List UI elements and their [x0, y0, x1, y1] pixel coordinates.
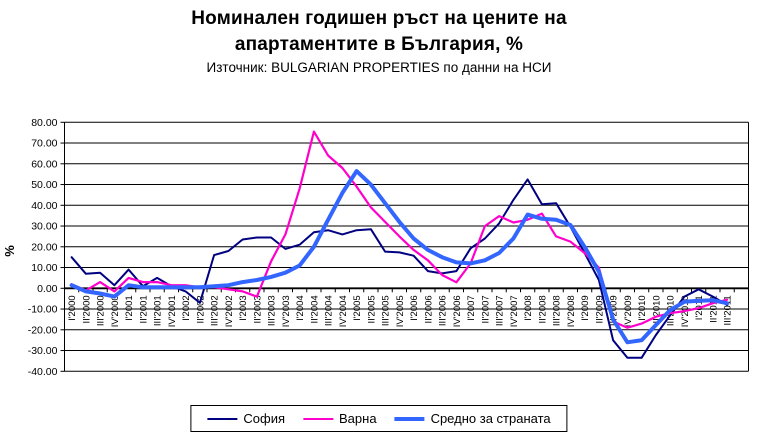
y-axis-label: -40.00 [28, 366, 58, 378]
x-axis-label: III'2011 [723, 295, 734, 325]
x-axis-label: I'2010 [637, 295, 648, 321]
x-axis-label: IV'2006 [452, 295, 463, 327]
x-axis-label: II'2004 [309, 295, 320, 323]
legend-item-average: Средно за страната [394, 411, 551, 426]
legend-label-varna: Варна [339, 411, 377, 426]
x-axis-label: II'2001 [138, 295, 149, 323]
x-axis-label: III'2002 [210, 295, 221, 326]
plot-area: 80.00 70.00 60.00 50.00 40.00 30.00 20.00 10.00… [2, 117, 749, 378]
y-axis-label: -10.00 [28, 304, 58, 316]
x-axis-label: III'2004 [324, 295, 335, 326]
x-axis-label: II'2000 [81, 295, 92, 323]
x-axis-label: III'2006 [438, 295, 449, 326]
x-axis-label: I'2006 [409, 295, 420, 321]
x-axis-labels: I'2000 II'2000 III'2000 IV'2000 I'2001 II'200… [67, 295, 734, 327]
y-axis-label: -30.00 [28, 345, 58, 357]
x-axis-label: IV'2009 [623, 295, 634, 327]
x-axis-label: I'2003 [238, 295, 249, 321]
chart-title-block: Номинален годишен ръст на цените на апар… [0, 6, 758, 75]
series-line-average [69, 169, 730, 345]
x-axis-label: III'2000 [96, 295, 107, 326]
chart-subtitle: Източник: BULGARIAN PROPERTIES по данни … [206, 60, 552, 75]
x-axis-label: IV'2005 [395, 295, 406, 327]
x-axis-label: IV'2007 [509, 295, 520, 327]
y-axis-label: 80.00 [31, 117, 57, 129]
x-axis-label: I'2007 [466, 295, 477, 321]
y-axis-label: 20.00 [31, 241, 57, 253]
legend-item-varna: Варна [303, 411, 377, 426]
x-axis-label: IV'2004 [338, 295, 349, 327]
legend-label-sofia: София [243, 411, 286, 426]
x-axis-label: II'2007 [480, 295, 491, 323]
x-axis-label: II'2002 [195, 295, 206, 323]
x-axis-label: II'2006 [423, 295, 434, 323]
x-axis-label: II'2009 [594, 295, 605, 323]
legend-label-average: Средно за страната [430, 411, 551, 426]
x-axis-label: I'2001 [124, 295, 135, 321]
chart-title-line2: апартаментите в България, % [234, 34, 524, 55]
y-axis-label: 70.00 [31, 138, 57, 150]
x-axis-label: IV'2001 [167, 295, 178, 327]
legend-line-average-icon [394, 416, 425, 421]
x-axis-label: II'2011 [708, 295, 719, 323]
x-axis-label: IV'2002 [224, 295, 235, 327]
y-axis-title: % [2, 245, 17, 257]
x-axis-label: I'2009 [580, 295, 591, 321]
x-axis-label: II'2008 [537, 295, 548, 323]
legend-item-sofia: София [207, 411, 285, 426]
x-axis-label: III'2003 [267, 295, 278, 326]
x-axis-label: III'2008 [552, 295, 563, 326]
y-axis-label: 40.00 [31, 200, 57, 212]
legend-line-sofia-icon [207, 417, 238, 420]
legend-line-varna-icon [303, 417, 334, 420]
chart-legend: София Варна Средно за страната [190, 405, 568, 432]
x-axis-label: III'2005 [381, 295, 392, 326]
x-axis-label: II'2003 [252, 295, 263, 323]
x-axis-label: I'2002 [181, 295, 192, 321]
series-line-sofia [70, 178, 729, 359]
x-axis-label: II'2010 [651, 295, 662, 323]
x-axis-label: IV'2003 [281, 295, 292, 327]
chart-title-line1: Номинален годишен ръст на цените на [191, 8, 567, 29]
y-axis-label: -20.00 [28, 324, 58, 336]
x-axis-label: I'2000 [67, 295, 78, 321]
y-axis-label: 60.00 [31, 158, 57, 170]
y-axis-label: 30.00 [31, 221, 57, 233]
x-axis-label: III'2009 [609, 295, 620, 326]
x-axis-label: III'2001 [153, 295, 164, 326]
y-axis-label: 0.00 [37, 283, 58, 295]
x-axis-label: I'2008 [523, 295, 534, 321]
y-axis-label: 10.00 [31, 262, 57, 274]
x-axis-label: III'2007 [495, 295, 506, 326]
x-axis-label: I'2004 [295, 295, 306, 321]
x-axis-label: I'2005 [352, 295, 363, 321]
y-axis-label: 50.00 [31, 179, 57, 191]
x-axis-label: IV'2000 [110, 295, 121, 327]
x-axis-label: II'2005 [366, 295, 377, 323]
x-axis-label: IV'2008 [566, 295, 577, 327]
